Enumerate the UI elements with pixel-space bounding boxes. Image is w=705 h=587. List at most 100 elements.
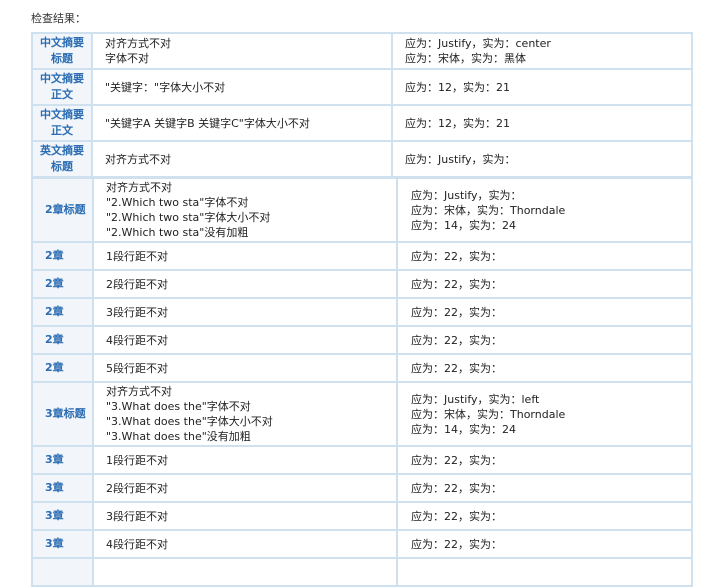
result-cell: 应为：22，实为： <box>396 501 693 531</box>
table-row: 中文摘要正文 "关键字A 关键字B 关键字C"字体大小不对 应为：12，实为：21 <box>31 104 693 142</box>
row-label: 中文摘要正文 <box>31 104 93 142</box>
result-line: 应为：22，实为： <box>411 277 502 291</box>
page-title: 检查结果： <box>31 12 86 25</box>
result-cell: 应为：22，实为： <box>396 473 693 503</box>
result-line: 应为：22，实为： <box>411 481 502 495</box>
table-row: 中文摘要正文 "关键字："字体大小不对 应为：12，实为：21 <box>31 68 693 106</box>
result-line: 应为：22，实为： <box>411 509 502 523</box>
row-label: 3章 <box>31 529 94 559</box>
result-cell: 应为：12，实为：21 <box>391 104 693 142</box>
result-cell: 应为：Justify，实为：center 应为：宋体，实为：黑体 <box>391 32 693 70</box>
issue-line: 字体不对 <box>105 52 149 65</box>
row-label: 2章 <box>31 297 94 327</box>
result-cell: 应为：Justify，实为： <box>391 140 693 178</box>
issue-cell: 3段行距不对 <box>92 501 398 531</box>
table-row: 2章标题 对齐方式不对 "2.Which two sta"字体不对 "2.Which … <box>31 177 693 243</box>
table-row: 2章 3段行距不对 应为：22，实为： <box>31 297 693 327</box>
table-row: 2章 5段行距不对 应为：22，实为： <box>31 353 693 383</box>
table-row: 3章 2段行距不对 应为：22，实为： <box>31 473 693 503</box>
issue-cell: 5段行距不对 <box>92 353 398 383</box>
result-cell <box>396 557 693 587</box>
row-label: 中文摘要正文 <box>31 68 93 106</box>
table-row: 中文摘要标题 对齐方式不对 字体不对 应为：Justify，实为：center 应为：宋… <box>31 32 693 70</box>
issue-cell: 对齐方式不对 字体不对 <box>91 32 393 70</box>
result-line: 应为：宋体，实为：黑体 <box>405 52 526 65</box>
issue-line: 2段行距不对 <box>106 277 168 291</box>
row-label: 中文摘要标题 <box>31 32 93 70</box>
table-row: 2章 4段行距不对 应为：22，实为： <box>31 325 693 355</box>
row-label: 2章 <box>31 325 94 355</box>
issue-line: 对齐方式不对 <box>106 181 172 194</box>
table-row: 3章标题 对齐方式不对 "3.What does the"字体不对 "3.What d… <box>31 381 693 447</box>
row-label <box>31 557 94 587</box>
result-cell: 应为：Justify，实为：left 应为：宋体，实为：Thorndale 应为：1… <box>396 381 693 447</box>
row-label: 2章 <box>31 269 94 299</box>
issue-line: "2.Which two sta"字体不对 <box>106 196 249 209</box>
result-line: 应为：22，实为： <box>411 361 502 375</box>
row-label: 3章 <box>31 445 94 475</box>
issue-line: 对齐方式不对 <box>105 152 171 166</box>
issue-line: 5段行距不对 <box>106 361 168 375</box>
result-cell: 应为：22，实为： <box>396 241 693 271</box>
issue-line: 3段行距不对 <box>106 305 168 319</box>
table-row: 3章 3段行距不对 应为：22，实为： <box>31 501 693 531</box>
issue-line: "3.What does the"没有加粗 <box>106 430 251 443</box>
issue-line: "2.Which two sta"没有加粗 <box>106 226 249 239</box>
result-cell: 应为：Justify，实为： 应为：宋体，实为：Thorndale 应为：14，实为… <box>396 177 693 243</box>
issue-line: 4段行距不对 <box>106 537 168 551</box>
table-row: 3章 1段行距不对 应为：22，实为： <box>31 445 693 475</box>
result-line: 应为：12，实为：21 <box>405 116 510 130</box>
issue-cell: 对齐方式不对 <box>91 140 393 178</box>
result-line: 应为：14，实为：24 <box>411 422 516 436</box>
row-label: 2章标题 <box>31 177 94 243</box>
issue-cell: 3段行距不对 <box>92 297 398 327</box>
table-row: 2章 1段行距不对 应为：22，实为： <box>31 241 693 271</box>
result-cell: 应为：22，实为： <box>396 325 693 355</box>
table-row: 英文摘要标题 对齐方式不对 应为：Justify，实为： <box>31 140 693 178</box>
result-line: 应为：22，实为： <box>411 333 502 347</box>
issue-line: 对齐方式不对 <box>105 37 171 50</box>
row-label: 2章 <box>31 241 94 271</box>
issue-line: "2.Which two sta"字体大小不对 <box>106 211 271 224</box>
issue-cell <box>92 557 398 587</box>
issue-line: "关键字A 关键字B 关键字C"字体大小不对 <box>105 116 310 130</box>
result-line: 应为：Justify，实为： <box>405 152 516 166</box>
issue-cell: "关键字："字体大小不对 <box>91 68 393 106</box>
issue-line: 对齐方式不对 <box>106 385 172 398</box>
table-row <box>31 557 693 587</box>
result-cell: 应为：22，实为： <box>396 297 693 327</box>
result-cell: 应为：22，实为： <box>396 353 693 383</box>
result-line: 应为：Justify，实为：left <box>411 392 540 406</box>
result-cell: 应为：22，实为： <box>396 269 693 299</box>
table-row: 2章 2段行距不对 应为：22，实为： <box>31 269 693 299</box>
row-label: 3章 <box>31 501 94 531</box>
result-cell: 应为：12，实为：21 <box>391 68 693 106</box>
issue-cell: 1段行距不对 <box>92 241 398 271</box>
table-row: 3章 4段行距不对 应为：22，实为： <box>31 529 693 559</box>
result-line: 应为：22，实为： <box>411 453 502 467</box>
result-line: 应为：宋体，实为：Thorndale <box>411 203 566 217</box>
issue-line: "3.What does the"字体不对 <box>106 400 251 413</box>
result-line: 应为：12，实为：21 <box>405 80 510 94</box>
issue-cell: 2段行距不对 <box>92 473 398 503</box>
issue-cell: 1段行距不对 <box>92 445 398 475</box>
issue-cell: 4段行距不对 <box>92 529 398 559</box>
issue-line: "关键字："字体大小不对 <box>105 80 226 94</box>
result-line: 应为：Justify，实为：center <box>405 37 551 50</box>
check-results-table-abstract: 中文摘要标题 对齐方式不对 字体不对 应为：Justify，实为：center 应为：宋… <box>31 32 693 178</box>
issue-cell: "关键字A 关键字B 关键字C"字体大小不对 <box>91 104 393 142</box>
result-cell: 应为：22，实为： <box>396 445 693 475</box>
issue-cell: 对齐方式不对 "3.What does the"字体不对 "3.What does … <box>92 381 398 447</box>
result-cell: 应为：22，实为： <box>396 529 693 559</box>
result-line: 应为：Justify，实为： <box>411 188 522 202</box>
result-line: 应为：22，实为： <box>411 537 502 551</box>
row-label: 3章 <box>31 473 94 503</box>
issue-cell: 对齐方式不对 "2.Which two sta"字体不对 "2.Which two … <box>92 177 398 243</box>
result-line: 应为：22，实为： <box>411 249 502 263</box>
issue-line: 2段行距不对 <box>106 481 168 495</box>
issue-line: 4段行距不对 <box>106 333 168 347</box>
result-line: 应为：22，实为： <box>411 305 502 319</box>
check-results-table-chapters: 2章标题 对齐方式不对 "2.Which two sta"字体不对 "2.Which … <box>31 177 693 587</box>
issue-line: 1段行距不对 <box>106 453 168 467</box>
result-line: 应为：宋体，实为：Thorndale <box>411 407 566 421</box>
